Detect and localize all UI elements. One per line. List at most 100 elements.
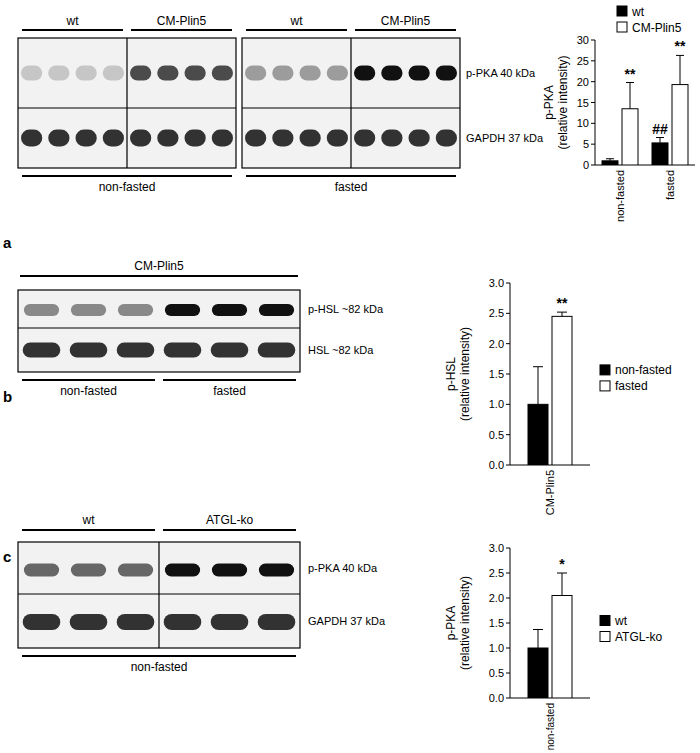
y-tick-label: 1.5 bbox=[489, 617, 504, 629]
error-cap bbox=[533, 366, 543, 367]
x-tick-label: CM-Plin5 bbox=[544, 470, 556, 515]
header-bar bbox=[20, 275, 298, 277]
panel-label: a bbox=[3, 234, 12, 251]
blot-band bbox=[299, 66, 320, 81]
legend-swatch bbox=[617, 6, 627, 16]
blot-band bbox=[157, 66, 178, 81]
blot-band bbox=[259, 564, 294, 577]
bar bbox=[652, 143, 668, 165]
group-label: ATGL-ko bbox=[206, 513, 253, 527]
blot-band bbox=[21, 66, 42, 81]
group-label: CM-Plin5 bbox=[381, 14, 431, 28]
blot-band bbox=[48, 130, 69, 147]
y-tick bbox=[506, 548, 510, 549]
y-tick-label: 1.5 bbox=[489, 368, 504, 380]
blot-frame bbox=[18, 38, 236, 168]
blot-band bbox=[408, 66, 429, 81]
error-bar bbox=[533, 630, 543, 649]
background bbox=[0, 0, 700, 753]
legend: wt CM-Plin5 bbox=[617, 5, 682, 35]
y-tick-label: 20 bbox=[577, 76, 589, 88]
x-tick-label: non-fasted bbox=[614, 170, 626, 222]
condition-bar bbox=[246, 175, 456, 177]
blot-band bbox=[165, 564, 200, 577]
y-tick-label: 10 bbox=[577, 117, 589, 129]
y-tick bbox=[591, 123, 595, 124]
bar bbox=[672, 85, 688, 165]
blot-band bbox=[70, 614, 108, 630]
condition-label: non-fasted bbox=[60, 384, 117, 398]
group-label: wt bbox=[66, 14, 80, 28]
condition-label: non-fasted bbox=[131, 660, 188, 674]
legend-swatch bbox=[600, 632, 610, 642]
chart-2: 0.00.51.01.52.02.53.0p-PKA(relative inte… bbox=[444, 542, 662, 750]
blot-band bbox=[23, 614, 61, 630]
blot-band bbox=[75, 66, 96, 81]
error-bar bbox=[676, 55, 684, 84]
blot-band bbox=[381, 130, 402, 147]
significance-mark: ## bbox=[652, 121, 668, 137]
group-bar bbox=[246, 29, 347, 31]
y-tick-label: 2.0 bbox=[489, 338, 504, 350]
bar bbox=[528, 404, 548, 465]
significance-mark: * bbox=[559, 556, 565, 572]
group-label: wt bbox=[290, 14, 304, 28]
error-cap bbox=[557, 312, 567, 313]
blot-band bbox=[212, 130, 233, 147]
y-tick-label: 15 bbox=[577, 97, 589, 109]
blot-band bbox=[164, 614, 202, 630]
row-label: GAPDH 37 kDa bbox=[308, 615, 386, 627]
y-tick-label: 1.0 bbox=[489, 642, 504, 654]
blot-band bbox=[103, 66, 124, 81]
y-tick bbox=[506, 698, 510, 699]
blot-band bbox=[117, 614, 155, 630]
blot-band bbox=[71, 304, 106, 316]
error-whisker bbox=[630, 83, 631, 109]
error-cap bbox=[606, 158, 614, 159]
bars bbox=[528, 573, 572, 698]
y-tick-label: 2.0 bbox=[489, 592, 504, 604]
bar bbox=[552, 316, 572, 465]
blot-band bbox=[165, 304, 200, 316]
significance-mark: ** bbox=[557, 295, 568, 311]
legend-label: wt bbox=[631, 5, 645, 19]
y-tick bbox=[506, 404, 510, 405]
y-tick-label: 0 bbox=[583, 159, 589, 171]
blot-band bbox=[408, 130, 429, 147]
blot-divider bbox=[18, 327, 300, 328]
legend-label: non-fasted bbox=[615, 363, 672, 377]
row-label: p-HSL ~82 kDa bbox=[308, 303, 384, 315]
legend: non-fasted fasted bbox=[600, 363, 672, 393]
blot-band bbox=[184, 66, 205, 81]
y-tick bbox=[506, 598, 510, 599]
legend-label: fasted bbox=[615, 379, 648, 393]
blot-band bbox=[21, 130, 42, 147]
blot-band bbox=[130, 66, 151, 81]
error-cap bbox=[656, 137, 664, 138]
group-label: CM-Plin5 bbox=[157, 14, 207, 28]
blot-band bbox=[258, 614, 296, 630]
y-tick-label: 25 bbox=[577, 55, 589, 67]
panel-label: b bbox=[3, 388, 12, 405]
blot-band bbox=[327, 130, 348, 147]
blot-divider bbox=[350, 38, 351, 168]
x-axis bbox=[510, 465, 590, 466]
y-tick-label: 0.5 bbox=[489, 429, 504, 441]
y-tick-label: 30 bbox=[577, 34, 589, 46]
chart-0: 051015202530p-PKA(relative intensity)**n… bbox=[542, 5, 695, 222]
error-cap bbox=[533, 629, 543, 630]
legend-label: ATGL-ko bbox=[615, 630, 662, 644]
y-tick bbox=[591, 40, 595, 41]
condition-label: non-fasted bbox=[99, 180, 156, 194]
group-bar bbox=[355, 29, 456, 31]
legend-label: CM-Plin5 bbox=[632, 21, 682, 35]
condition-bar bbox=[22, 655, 296, 657]
bar bbox=[528, 648, 548, 698]
error-bar bbox=[656, 138, 664, 143]
blot-band bbox=[48, 66, 69, 81]
group-bar bbox=[22, 529, 155, 531]
condition-label: fasted bbox=[335, 180, 368, 194]
blot-band bbox=[299, 130, 320, 147]
condition-label: fasted bbox=[213, 384, 246, 398]
legend-swatch bbox=[600, 381, 610, 391]
